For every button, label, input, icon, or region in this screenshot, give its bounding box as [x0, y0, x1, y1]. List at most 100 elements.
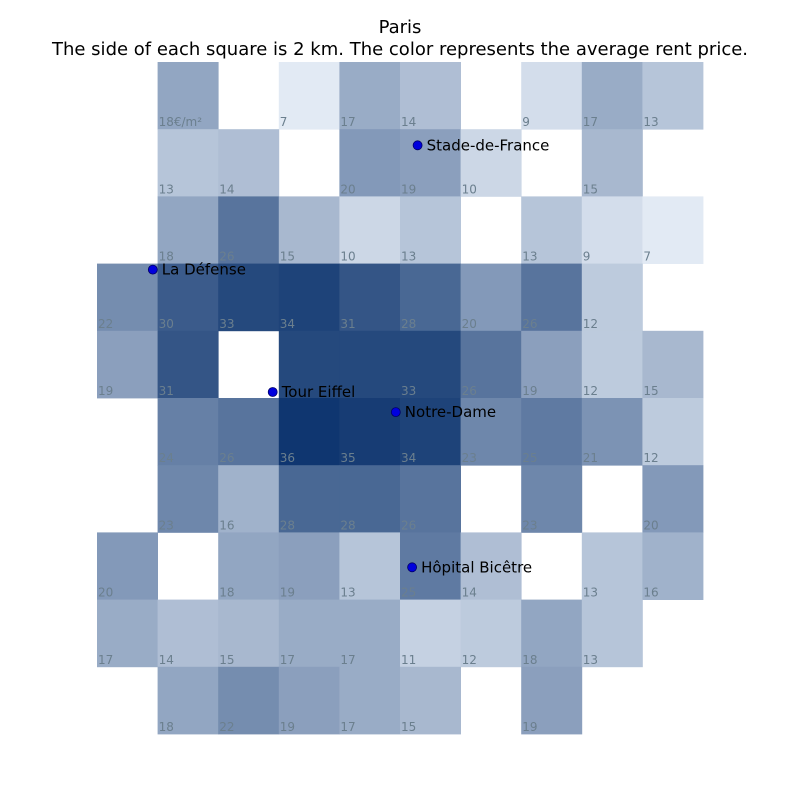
heatmap-cell	[581, 196, 643, 264]
cell-value-label: 19	[280, 720, 295, 734]
cell-value-label: 25	[401, 586, 416, 600]
heatmap-cell	[339, 330, 401, 399]
heatmap-cell	[460, 129, 522, 197]
heatmap-cell	[339, 666, 401, 735]
heatmap-cell	[460, 532, 522, 600]
heatmap-cell	[218, 398, 280, 466]
chart-subtitle: The side of each square is 2 km. The col…	[51, 39, 748, 60]
cell-value-label: 16	[643, 586, 658, 600]
cell-value-label: 13	[522, 250, 537, 264]
heatmap-cell	[400, 330, 461, 399]
heatmap-cell	[218, 666, 280, 735]
cell-value-label: 26	[219, 250, 234, 264]
cell-value-label: 15	[643, 384, 658, 398]
landmark-marker	[147, 264, 158, 275]
cell-value-label: 33	[401, 384, 416, 398]
heatmap-cell	[521, 666, 583, 735]
cell-value-label: 26	[401, 518, 416, 532]
cell-value-label: 25	[522, 451, 537, 465]
heatmap-cell	[339, 465, 401, 533]
heatmap-cell	[642, 532, 704, 600]
heatmap-cell	[278, 599, 340, 668]
heatmap-cell	[581, 330, 643, 399]
cell-value-label: 15	[280, 250, 295, 264]
landmark-marker	[390, 407, 401, 418]
heatmap-cell	[157, 398, 219, 466]
cell-value-label: 12	[583, 384, 598, 398]
heatmap-cell	[581, 398, 643, 466]
cell-value-label: 26	[522, 317, 537, 331]
heatmap-cells	[97, 62, 704, 735]
heatmap-cell	[521, 62, 583, 130]
cell-value-label: 13	[401, 250, 416, 264]
heatmap-cell	[339, 532, 401, 600]
heatmap-cell	[521, 465, 583, 533]
heatmap-cell	[581, 62, 643, 130]
chart-title: Paris	[379, 17, 422, 38]
heatmap-cell	[278, 532, 340, 600]
heatmap-cell	[460, 599, 522, 668]
heatmap-cell	[339, 263, 401, 332]
heatmap-cell	[521, 599, 583, 668]
heatmap-cell	[521, 330, 583, 399]
cell-value-label: 23	[522, 518, 537, 532]
cell-value-label: 19	[522, 720, 537, 734]
landmark-label: Tour Eiffel	[281, 383, 356, 401]
cell-value-label: 20	[462, 317, 477, 331]
cell-value-label: 21	[583, 451, 598, 465]
heatmap-cell	[400, 62, 461, 130]
landmark-label: La Défense	[162, 261, 246, 279]
cell-value-label: 14	[219, 182, 234, 196]
heatmap-cell	[581, 129, 643, 197]
heatmap-cell	[642, 398, 704, 466]
heatmap-cell	[278, 62, 340, 130]
cell-value-label: 20	[643, 518, 658, 532]
cell-value-label: 12	[462, 653, 477, 667]
cell-value-label: 7	[643, 250, 651, 264]
heatmap-cell	[400, 666, 461, 735]
cell-value-label: 10	[340, 250, 355, 264]
cell-value-label: 11	[401, 653, 416, 667]
cell-value-label: 16	[219, 518, 234, 532]
cell-value-label: 13	[340, 586, 355, 600]
heatmap-cell	[642, 330, 704, 399]
cell-value-label: 33	[219, 317, 234, 331]
cell-value-label: 14	[462, 586, 477, 600]
heatmap-cell	[278, 263, 340, 332]
heatmap-cell	[157, 263, 219, 332]
heatmap-cell	[157, 599, 219, 668]
cell-value-label: 23	[159, 518, 174, 532]
heatmap-cell	[521, 398, 583, 466]
cell-value-label: 19	[280, 586, 295, 600]
heatmap-cell	[278, 196, 340, 264]
heatmap-cell	[157, 196, 219, 264]
cell-value-label: 17	[98, 653, 113, 667]
cell-value-label: 18	[159, 250, 174, 264]
heatmap-cell	[157, 465, 219, 533]
cell-value-label: 26	[462, 384, 477, 398]
cell-value-label: 17	[340, 115, 355, 129]
cell-value-label: 19	[98, 384, 113, 398]
heatmap-cell-labels: 18€/m² 7 17 14 9 17 13 13 14 20 19 10 15 18 26 15 10 13 13…	[98, 115, 659, 734]
heatmap-cell	[97, 599, 158, 668]
heatmap-cell	[339, 599, 401, 668]
cell-value-label: 28	[401, 317, 416, 331]
heatmap-cell	[400, 196, 461, 264]
landmark-label: Stade-de-France	[427, 136, 550, 154]
cell-value-label: 19	[401, 182, 416, 196]
cell-value-label: 13	[583, 586, 598, 600]
cell-value-label: 28	[340, 518, 355, 532]
heatmap-cell	[278, 330, 340, 399]
heatmap-cell	[521, 196, 583, 264]
cell-value-label: 30	[159, 317, 174, 331]
heatmap-cell	[339, 196, 401, 264]
heatmap-cell	[339, 62, 401, 130]
cell-value-label: 36	[280, 451, 295, 465]
heatmap-cell	[339, 398, 401, 466]
cell-value-label: 18	[522, 653, 537, 667]
landmark-marker	[407, 562, 418, 573]
cell-value-label: 20	[340, 182, 355, 196]
heatmap-cell	[521, 263, 583, 332]
cell-value-label: 35	[340, 451, 355, 465]
